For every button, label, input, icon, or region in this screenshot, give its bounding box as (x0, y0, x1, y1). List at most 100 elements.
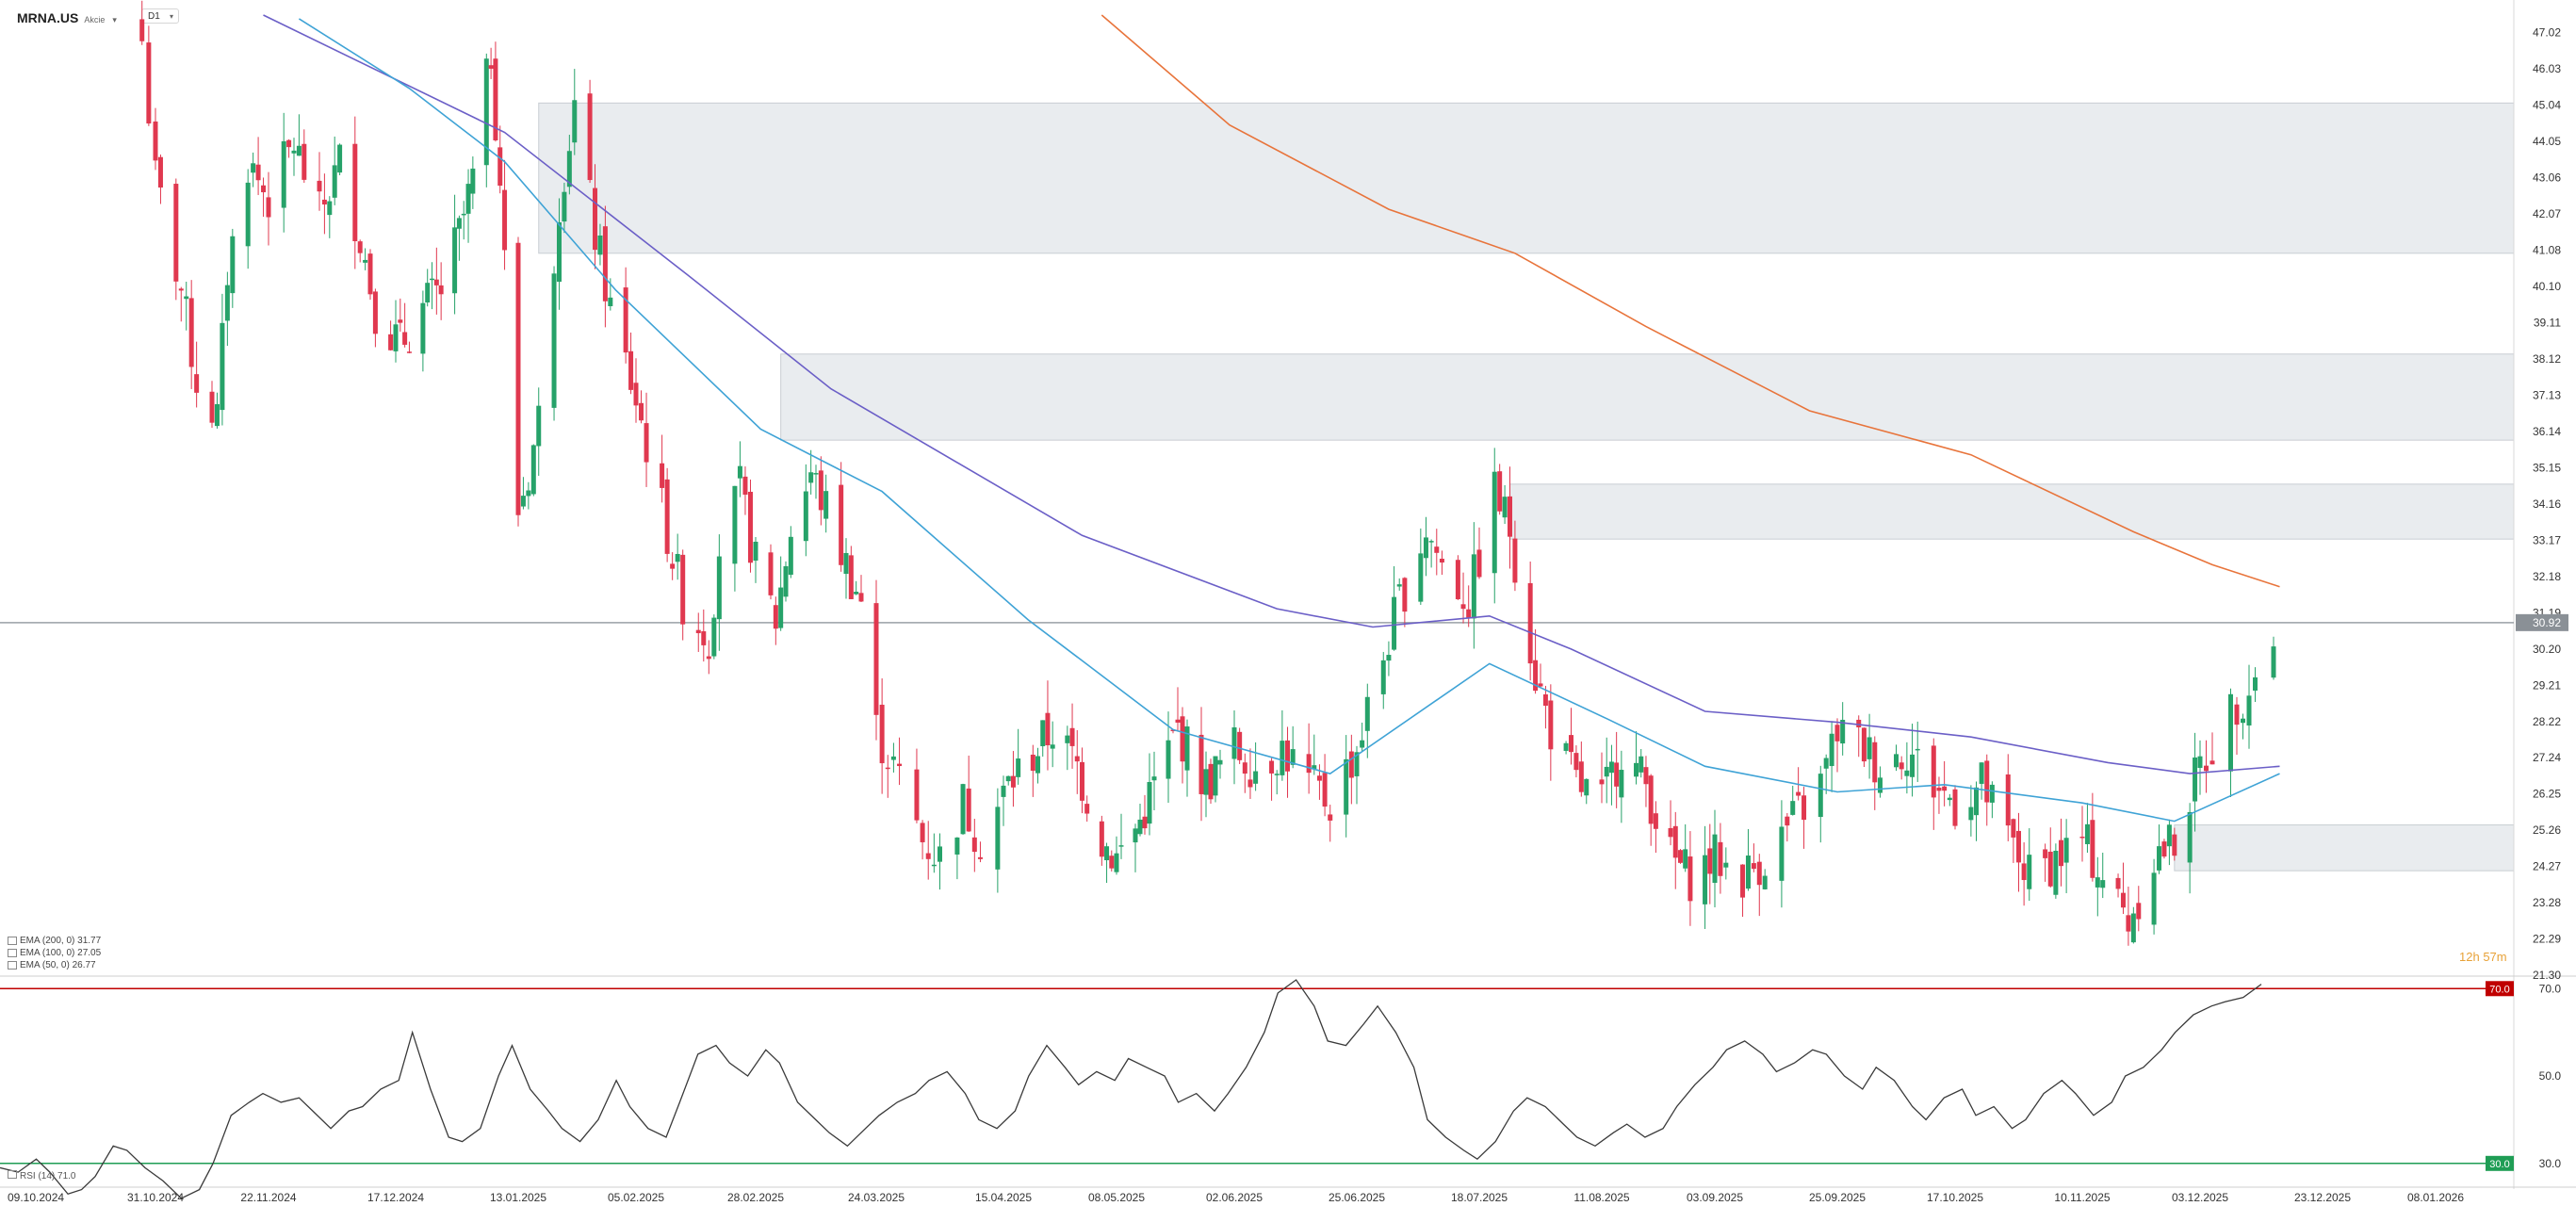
legend-ema-100[interactable]: EMA (100, 0) 27.05 (8, 948, 101, 958)
candle-up (995, 788, 1001, 893)
candle-up (1712, 809, 1718, 907)
candle-up (1147, 753, 1152, 836)
candle-body (1968, 807, 1974, 821)
candle-down (1045, 680, 1051, 771)
candle-down (695, 612, 701, 652)
candle-body (1677, 850, 1683, 863)
candle-up (1779, 800, 1785, 908)
candle-down (623, 267, 628, 364)
candle-body (483, 58, 489, 166)
candle-down (1476, 527, 1482, 579)
time-tick-label: 13.01.2025 (490, 1191, 546, 1204)
candle-body (1184, 726, 1190, 771)
candle-body (1899, 762, 1904, 770)
candle-down (587, 79, 593, 184)
candle-body (139, 19, 145, 41)
candle-down (1668, 800, 1673, 846)
price-tick-label: 27.24 (2533, 751, 2561, 764)
candle-down (1508, 466, 1512, 569)
chart-toolbar: MRNA.US Akcie ▾ D1 ▾ (0, 0, 2487, 34)
time-tick-label: 03.12.2025 (2172, 1191, 2228, 1204)
rsi-tick-label: 70.0 (2539, 982, 2562, 995)
candle-up (1001, 775, 1006, 826)
candle-up (1683, 823, 1688, 872)
candle-body (823, 491, 829, 519)
candle-body (1423, 537, 1428, 559)
candle-body (1785, 816, 1790, 826)
candle-up (184, 281, 189, 331)
candle-body (332, 165, 337, 198)
price-tick-label: 40.10 (2533, 280, 2561, 293)
candle-down (1834, 718, 1840, 773)
candle-body (716, 556, 722, 620)
candle-down (1802, 787, 1807, 849)
candle-down (1599, 752, 1605, 804)
candle-down (818, 456, 823, 526)
candle-body (173, 184, 179, 282)
time-tick-label: 15.04.2025 (975, 1191, 1032, 1204)
candle-up (1968, 785, 1974, 837)
candle-body (1931, 745, 1936, 798)
candle-body (372, 291, 378, 334)
candle-up (1344, 735, 1349, 838)
candle-body (2172, 834, 2177, 856)
candle-down (1439, 550, 1444, 576)
candle-up (1133, 823, 1138, 872)
candle-body (291, 150, 297, 154)
candle-body (788, 536, 793, 575)
candle-down (1936, 776, 1942, 814)
candle-up (854, 580, 859, 595)
candle-body (230, 236, 236, 294)
candle-body (488, 65, 494, 69)
candle-body (1756, 861, 1762, 886)
price-tick-label: 23.28 (2533, 896, 2561, 909)
legend-ema-200[interactable]: EMA (200, 0) 31.77 (8, 936, 101, 946)
time-tick-label: 17.12.2024 (367, 1191, 424, 1204)
candle-body (644, 423, 649, 463)
candle-body (178, 288, 184, 291)
candle-up (425, 269, 431, 307)
time-tick-label: 08.05.2025 (1088, 1191, 1145, 1204)
candle-up (1253, 742, 1259, 791)
candle-down (768, 544, 774, 600)
candle-body (1834, 725, 1840, 742)
candle-body (1114, 853, 1119, 872)
candle-body (1016, 758, 1021, 777)
candle-body (1180, 716, 1185, 762)
candle-down (977, 841, 983, 863)
candle-body (2253, 676, 2258, 691)
symbol-selector[interactable]: MRNA.US Akcie ▾ (17, 10, 117, 25)
candle-up (456, 215, 462, 261)
candle-body (742, 476, 748, 496)
candle-body (281, 140, 286, 208)
candle-up (1217, 749, 1223, 779)
candle-down (1899, 756, 1904, 780)
candle-body (425, 283, 431, 303)
legend-ema-50[interactable]: EMA (50, 0) 26.77 (8, 960, 96, 970)
candle-body (1829, 733, 1834, 767)
candle-body (1247, 779, 1253, 788)
candle-up (1829, 721, 1834, 792)
legend-ema-100-label: EMA (100, 0) 27.05 (20, 948, 102, 958)
ema-line-200 (1101, 14, 2280, 588)
rsi-level-badge-label: 70.0 (2489, 984, 2509, 995)
candle-body (1796, 791, 1802, 796)
candle-body (388, 334, 394, 350)
candle-down (302, 129, 307, 184)
candle-body (2209, 760, 2215, 765)
candle-body (1354, 752, 1360, 776)
candle-down (266, 171, 271, 246)
candle-body (858, 593, 864, 602)
rsi-legend[interactable]: RSI (14) 71.0 (8, 1170, 75, 1182)
candle-up (1584, 778, 1590, 805)
candle-body (2130, 913, 2136, 943)
candle-down (680, 549, 686, 641)
candle-up (711, 614, 717, 660)
price-tick-label: 32.18 (2533, 570, 2561, 583)
candle-up (1035, 747, 1041, 784)
candle-up (931, 833, 937, 873)
candle-up (327, 196, 333, 238)
candle-down (372, 288, 378, 348)
time-tick-label: 18.07.2025 (1451, 1191, 1508, 1204)
